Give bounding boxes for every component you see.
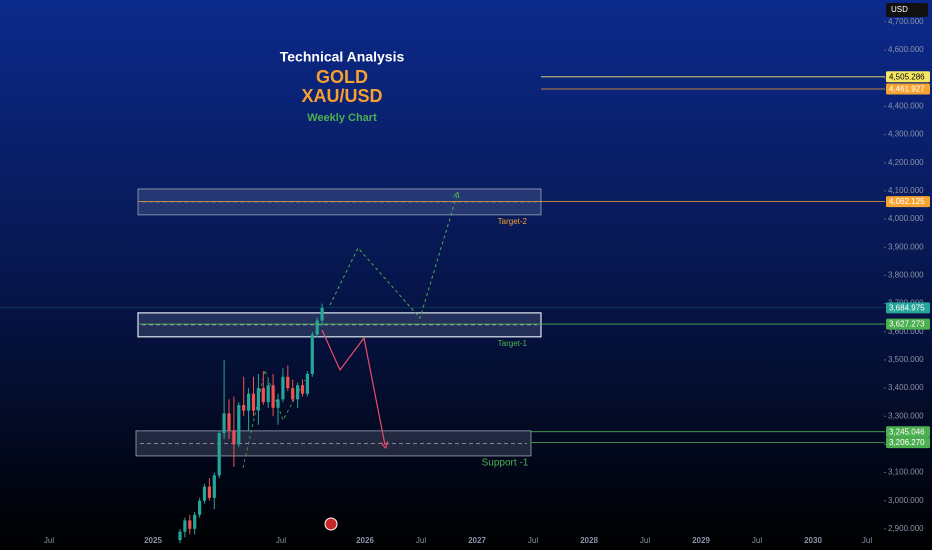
price-tag-label: 3,206.270 bbox=[889, 438, 925, 447]
candle-body bbox=[198, 500, 202, 515]
candle-body bbox=[300, 385, 305, 394]
candle-body bbox=[207, 486, 211, 498]
candle-body bbox=[271, 385, 275, 408]
y-tick-label: 4,200.000 bbox=[888, 158, 924, 167]
candle-body bbox=[276, 399, 280, 408]
projection-up bbox=[329, 195, 457, 320]
y-tick-label: 2,900.000 bbox=[888, 524, 924, 533]
x-tick-label: Jul bbox=[416, 536, 426, 545]
x-tick-label: Jul bbox=[640, 536, 650, 545]
currency[interactable]: USD bbox=[891, 5, 908, 14]
candle-body bbox=[242, 404, 246, 411]
candle-body bbox=[251, 393, 256, 411]
candle-body bbox=[188, 520, 192, 529]
price-tag-label: 4,461.927 bbox=[889, 85, 925, 94]
price-tag bbox=[886, 83, 930, 95]
x-tick-label: Jul bbox=[276, 536, 286, 545]
price-tag-label: 3,627.273 bbox=[889, 320, 925, 329]
candle-body bbox=[237, 404, 241, 445]
candle-body bbox=[256, 388, 260, 411]
chart-title: Technical Analysis bbox=[280, 49, 405, 65]
candle-body bbox=[305, 373, 309, 394]
candle-body bbox=[183, 520, 187, 532]
x-tick-label: 2026 bbox=[356, 536, 374, 545]
symbol: GOLD bbox=[316, 67, 368, 87]
price-tag-label: 3,684.975 bbox=[889, 303, 925, 312]
y-tick-label: 3,000.000 bbox=[888, 496, 924, 505]
y-tick-label: 4,100.000 bbox=[888, 186, 924, 195]
candle-body bbox=[310, 334, 314, 374]
timeframe: Weekly Chart bbox=[307, 112, 377, 124]
y-tick-label: 4,300.000 bbox=[888, 130, 924, 139]
candle-body bbox=[232, 430, 236, 445]
candle-body bbox=[291, 388, 295, 400]
x-tick-label: 2029 bbox=[692, 536, 710, 545]
candle-body bbox=[178, 531, 182, 541]
candle-body bbox=[296, 385, 300, 400]
price-tag bbox=[886, 302, 930, 314]
y-tick-label: 3,300.000 bbox=[888, 411, 924, 420]
candle-body bbox=[247, 393, 251, 411]
price-tag bbox=[886, 318, 930, 330]
y-tick-label: 3,600.000 bbox=[888, 327, 924, 336]
y-tick-label: 3,500.000 bbox=[888, 355, 924, 364]
y-tick-label: 3,900.000 bbox=[888, 242, 924, 251]
price-tag bbox=[886, 196, 930, 208]
pair: XAU/USD bbox=[301, 86, 382, 106]
y-tick-label: 4,400.000 bbox=[888, 102, 924, 111]
candle-body bbox=[222, 413, 226, 434]
price-tag bbox=[886, 437, 930, 449]
zone-label: Target-2 bbox=[498, 217, 528, 226]
zone-label: Support -1 bbox=[482, 458, 529, 469]
price-tag-label: 3,245.046 bbox=[889, 427, 925, 436]
candle-body bbox=[212, 475, 216, 498]
y-tick-label: 4,600.000 bbox=[888, 45, 924, 54]
x-tick-label: 2025 bbox=[144, 536, 162, 545]
x-tick-label: 2030 bbox=[804, 536, 822, 545]
x-tick-label: 2028 bbox=[580, 536, 598, 545]
candle-body bbox=[202, 486, 207, 501]
candle-body bbox=[217, 433, 221, 476]
candle-body bbox=[193, 514, 197, 529]
price-tag-label: 4,505.286 bbox=[889, 72, 925, 81]
x-tick-label: Jul bbox=[752, 536, 762, 545]
y-tick-label: 4,700.000 bbox=[888, 17, 924, 26]
x-tick-label: Jul bbox=[528, 536, 538, 545]
price-tag bbox=[886, 71, 930, 83]
candle-body bbox=[261, 388, 265, 403]
y-tick-label: 3,800.000 bbox=[888, 271, 924, 280]
x-tick-label: 2027 bbox=[468, 536, 486, 545]
currency-box[interactable] bbox=[886, 3, 928, 17]
candle-body bbox=[315, 320, 319, 335]
price-tag-label: 4,062.125 bbox=[889, 197, 925, 206]
candle-body bbox=[266, 385, 270, 403]
x-tick-label: Jul bbox=[862, 536, 872, 545]
candle-body bbox=[320, 307, 324, 321]
price-tag bbox=[886, 426, 930, 438]
y-tick-label: 3,400.000 bbox=[888, 383, 924, 392]
candle-body bbox=[286, 376, 290, 389]
zone-label: Target-1 bbox=[498, 339, 528, 348]
x-tick-label: Jul bbox=[44, 536, 54, 545]
candle-body bbox=[227, 413, 231, 431]
y-tick-label: 3,100.000 bbox=[888, 468, 924, 477]
event-icon[interactable] bbox=[324, 517, 338, 531]
candle-body bbox=[281, 376, 285, 400]
y-tick-label: 4,000.000 bbox=[888, 214, 924, 223]
projection-down bbox=[321, 329, 385, 445]
